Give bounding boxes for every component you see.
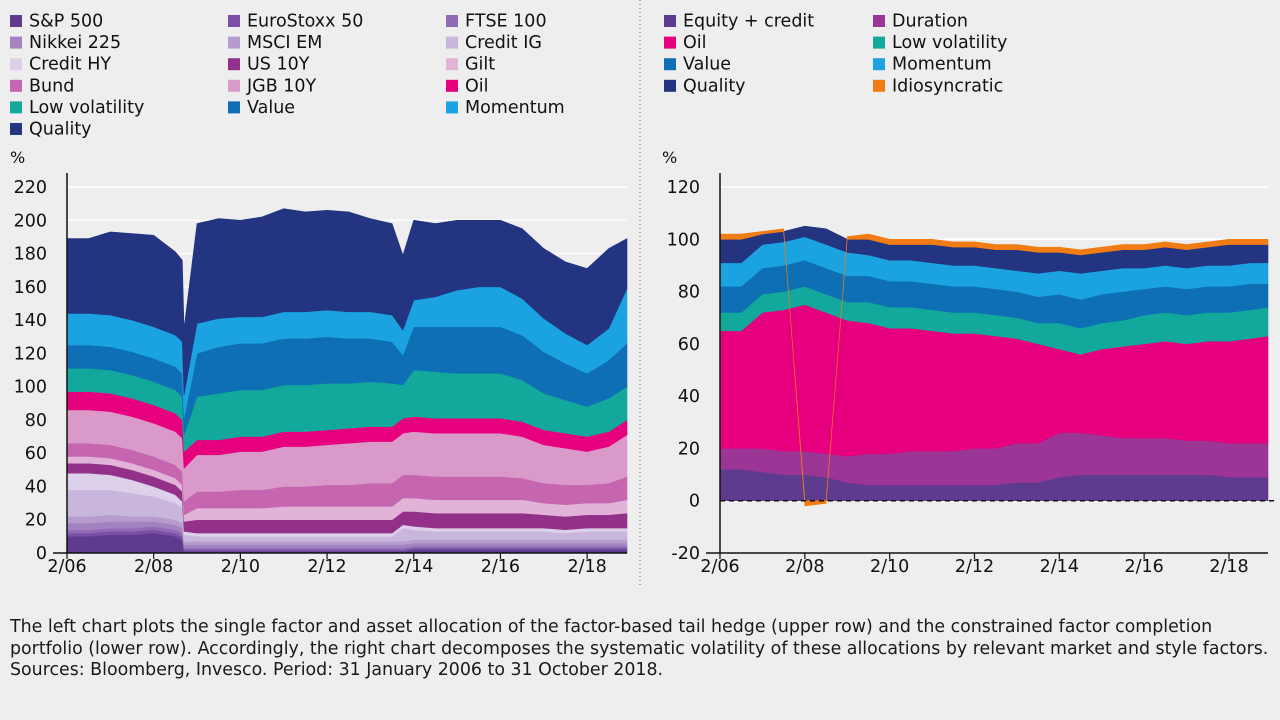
- left-y-tick-60: 60: [25, 444, 47, 464]
- left-legend-swatch-bund: [10, 79, 22, 92]
- left-legend-swatch-oil: [446, 79, 458, 92]
- left-legend-label-low-volatility: Low volatility: [29, 98, 144, 118]
- left-y-unit-label: %: [10, 148, 25, 167]
- right-y-tick-60: 60: [678, 335, 700, 355]
- right-x-tick-2-18: 2/18: [1209, 557, 1248, 577]
- left-legend-label-s-p-500: S&P 500: [29, 12, 103, 32]
- right-legend-swatch-idiosyncratic: [873, 79, 885, 92]
- right-legend-label-momentum: Momentum: [892, 55, 992, 75]
- left-x-tick-2-10: 2/10: [221, 557, 260, 577]
- left-legend-label-eurostoxx-50: EuroStoxx 50: [247, 12, 363, 32]
- left-legend-swatch-ftse-100: [446, 15, 458, 27]
- caption: The left chart plots the single factor a…: [10, 617, 1272, 682]
- left-legend-swatch-gilt: [446, 58, 458, 71]
- left-x-tick-2-12: 2/12: [307, 557, 346, 577]
- left-legend-label-gilt: Gilt: [465, 55, 495, 75]
- right-y-unit-label: %: [662, 148, 677, 167]
- left-y-tick-180: 180: [14, 245, 47, 265]
- left-legend-swatch-s-p-500: [10, 15, 22, 27]
- left-legend-label-value: Value: [247, 98, 295, 118]
- left-legend-label-credit-ig: Credit IG: [465, 33, 542, 53]
- left-legend-label-us-10y: US 10Y: [247, 55, 310, 75]
- left-legend-label-oil: Oil: [465, 76, 489, 96]
- left-y-tick-200: 200: [14, 211, 47, 231]
- left-legend-label-ftse-100: FTSE 100: [465, 12, 547, 32]
- left-y-tick-120: 120: [14, 344, 47, 364]
- charts-svg: S&P 500 EuroStoxx 50 FTSE 100 Nikkei 225 MSC…: [10, 0, 1274, 585]
- left-y-tick-220: 220: [14, 178, 47, 198]
- right-legend-swatch-quality: [664, 79, 676, 92]
- right-legend-swatch-low-volatility: [873, 36, 885, 49]
- right-y-tick--20: -20: [671, 544, 700, 564]
- right-y-tick-120: 120: [667, 178, 700, 198]
- chart-area: S&P 500 EuroStoxx 50 FTSE 100 Nikkei 225 MSC…: [10, 0, 1274, 585]
- right-y-tick-40: 40: [678, 387, 700, 407]
- left-x-tick-2-14: 2/14: [394, 557, 433, 577]
- right-legend-label-equity-credit: Equity + credit: [683, 12, 814, 32]
- left-y-tick-40: 40: [25, 477, 47, 497]
- left-legend-label-momentum: Momentum: [465, 98, 565, 118]
- right-legend-swatch-momentum: [873, 58, 885, 71]
- right-legend-swatch-equity-credit: [664, 15, 676, 27]
- left-x-tick-2-06: 2/06: [47, 557, 86, 577]
- right-legend-label-quality: Quality: [683, 76, 746, 96]
- left-y-tick-160: 160: [14, 278, 47, 298]
- left-legend-label-credit-hy: Credit HY: [29, 55, 111, 75]
- right-x-tick-2-06: 2/06: [700, 557, 739, 577]
- left-legend-label-quality: Quality: [29, 120, 92, 140]
- right-y-tick-80: 80: [678, 283, 700, 303]
- right-x-tick-2-12: 2/12: [955, 557, 994, 577]
- right-legend-swatch-oil: [664, 36, 676, 49]
- left-x-tick-2-08: 2/08: [134, 557, 173, 577]
- left-legend-swatch-msci-em: [228, 36, 240, 49]
- left-y-tick-100: 100: [14, 378, 47, 398]
- right-area-idiosyncratic: [719, 228, 1269, 507]
- right-y-tick-0: 0: [689, 492, 700, 512]
- left-area-quality: [66, 208, 628, 396]
- left-legend-swatch-quality: [10, 123, 22, 135]
- left-x-tick-2-18: 2/18: [567, 557, 606, 577]
- left-legend-swatch-low-volatility: [10, 101, 22, 114]
- right-legend-label-low-volatility: Low volatility: [892, 33, 1007, 53]
- left-legend-swatch-us-10y: [228, 58, 240, 71]
- caption-sources: Sources: Bloomberg, Invesco. Period: 31 …: [10, 660, 664, 680]
- left-x-tick-2-16: 2/16: [481, 557, 520, 577]
- right-legend-label-value: Value: [683, 55, 731, 75]
- left-legend-label-bund: Bund: [29, 76, 74, 96]
- left-legend-swatch-jgb-10y: [228, 79, 240, 92]
- left-legend-swatch-value: [228, 101, 240, 114]
- left-legend-swatch-nikkei-225: [10, 36, 22, 49]
- right-legend-label-idiosyncratic: Idiosyncratic: [892, 76, 1003, 96]
- right-x-tick-2-08: 2/08: [785, 557, 824, 577]
- right-y-tick-20: 20: [678, 439, 700, 459]
- left-legend-label-nikkei-225: Nikkei 225: [29, 33, 121, 53]
- left-y-tick-20: 20: [25, 511, 47, 531]
- right-legend-label-duration: Duration: [892, 12, 968, 32]
- caption-text: The left chart plots the single factor a…: [10, 617, 1269, 659]
- left-legend-label-msci-em: MSCI EM: [247, 33, 322, 53]
- right-x-tick-2-10: 2/10: [870, 557, 909, 577]
- left-y-tick-0: 0: [36, 544, 47, 564]
- left-y-tick-140: 140: [14, 311, 47, 331]
- right-legend-swatch-duration: [873, 15, 885, 27]
- left-legend-swatch-momentum: [446, 101, 458, 114]
- left-legend-label-jgb-10y: JGB 10Y: [246, 76, 317, 96]
- left-legend-swatch-credit-hy: [10, 58, 22, 71]
- right-x-tick-2-16: 2/16: [1124, 557, 1163, 577]
- right-y-tick-100: 100: [667, 230, 700, 250]
- right-legend-swatch-value: [664, 58, 676, 71]
- left-legend-swatch-eurostoxx-50: [228, 15, 240, 27]
- left-legend-swatch-credit-ig: [446, 36, 458, 49]
- right-x-tick-2-14: 2/14: [1040, 557, 1079, 577]
- right-legend-label-oil: Oil: [683, 33, 707, 53]
- left-y-tick-80: 80: [25, 411, 47, 431]
